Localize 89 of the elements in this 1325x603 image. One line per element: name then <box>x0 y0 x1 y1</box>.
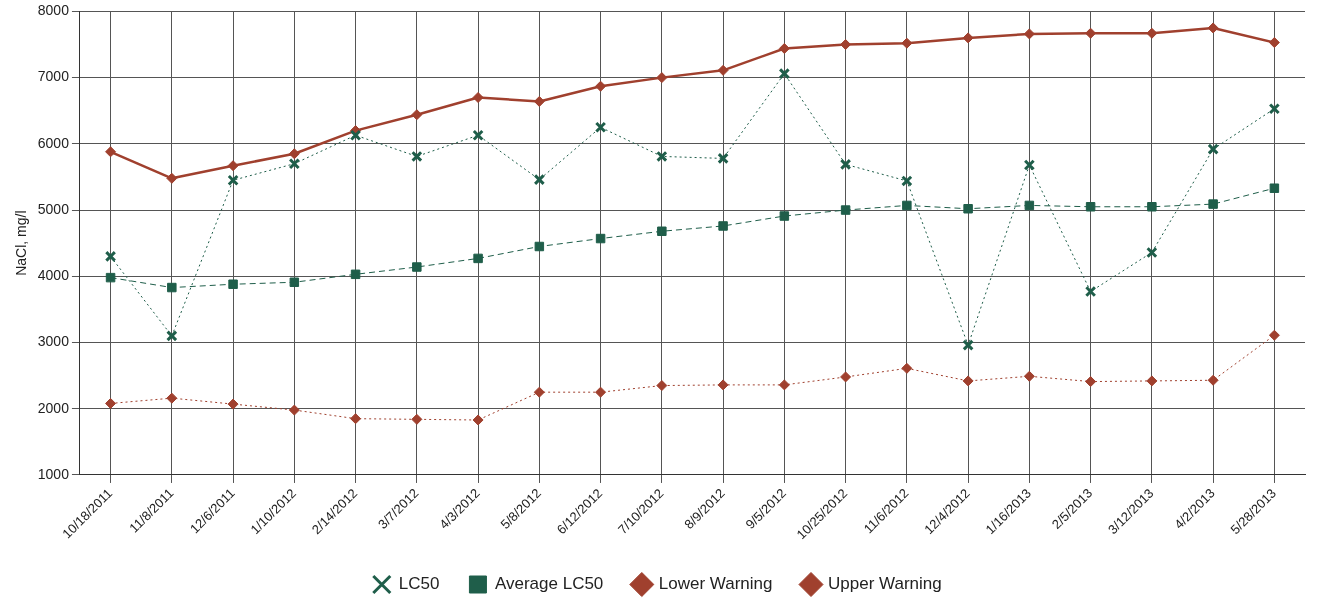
legend-label: Upper Warning <box>828 574 942 594</box>
y-tick-label: 6000 <box>37 134 70 151</box>
point <box>1084 285 1097 298</box>
point <box>595 80 607 92</box>
point <box>595 233 606 244</box>
point <box>902 200 912 211</box>
point <box>105 146 117 158</box>
point <box>166 392 178 404</box>
point <box>778 67 791 80</box>
point <box>411 413 423 425</box>
point <box>656 150 668 163</box>
point <box>472 129 484 141</box>
point <box>656 72 668 84</box>
point <box>1147 202 1157 212</box>
point <box>473 253 483 264</box>
point <box>412 262 422 272</box>
point <box>718 221 728 231</box>
point <box>105 397 117 409</box>
point <box>1268 37 1280 49</box>
point <box>166 330 178 342</box>
point <box>595 386 607 398</box>
point <box>901 175 913 187</box>
point <box>534 241 545 252</box>
point <box>349 129 362 141</box>
legend-label: LC50 <box>398 574 440 594</box>
point <box>962 375 974 387</box>
point <box>1146 27 1158 39</box>
y-tick-label: 1000 <box>37 465 70 482</box>
y-tick-label: 5000 <box>37 200 70 217</box>
point <box>657 226 667 236</box>
point <box>228 279 238 289</box>
point <box>1146 246 1158 259</box>
point <box>1207 374 1219 386</box>
point <box>779 211 790 221</box>
point <box>840 39 852 51</box>
point <box>104 250 117 263</box>
point <box>167 282 177 293</box>
point <box>1208 199 1218 209</box>
point <box>288 157 301 170</box>
point <box>963 204 973 214</box>
point <box>901 362 913 374</box>
point <box>1023 370 1035 382</box>
point <box>533 386 545 398</box>
point <box>1024 200 1035 211</box>
point <box>1085 376 1097 388</box>
point <box>288 404 300 416</box>
point <box>839 158 852 171</box>
point <box>227 174 239 187</box>
legend-label: Lower Warning <box>658 574 773 594</box>
point <box>533 95 545 107</box>
point <box>717 379 729 391</box>
y-tick-label: 4000 <box>37 267 70 284</box>
point <box>594 121 607 134</box>
point <box>105 272 116 283</box>
point <box>411 150 423 163</box>
point <box>1269 183 1280 193</box>
y-tick-label: 8000 <box>37 2 70 19</box>
point <box>778 42 790 54</box>
point <box>472 414 484 426</box>
point <box>962 339 974 351</box>
point <box>1207 22 1219 34</box>
point <box>227 398 239 410</box>
point <box>1023 159 1036 171</box>
point <box>350 413 362 425</box>
point <box>717 152 729 165</box>
point <box>289 277 300 287</box>
y-tick-label: 2000 <box>37 399 70 416</box>
point <box>962 32 974 44</box>
point <box>288 148 300 160</box>
point <box>1146 375 1158 387</box>
point <box>1268 329 1280 341</box>
point <box>840 205 851 215</box>
y-axis-title: NaCl, mg/l <box>13 210 30 276</box>
point <box>411 109 423 121</box>
y-tick-label: 3000 <box>37 333 70 350</box>
legend-label: Average LC50 <box>494 574 604 594</box>
point <box>166 172 178 184</box>
point <box>1085 202 1096 212</box>
point <box>227 160 239 172</box>
point <box>778 379 790 391</box>
point <box>533 173 546 186</box>
point <box>656 380 668 392</box>
point <box>840 371 852 383</box>
y-tick-label: 7000 <box>37 68 70 85</box>
point <box>1207 143 1219 155</box>
point <box>717 64 729 76</box>
point <box>1268 103 1281 115</box>
point <box>350 269 361 280</box>
point <box>472 91 484 103</box>
